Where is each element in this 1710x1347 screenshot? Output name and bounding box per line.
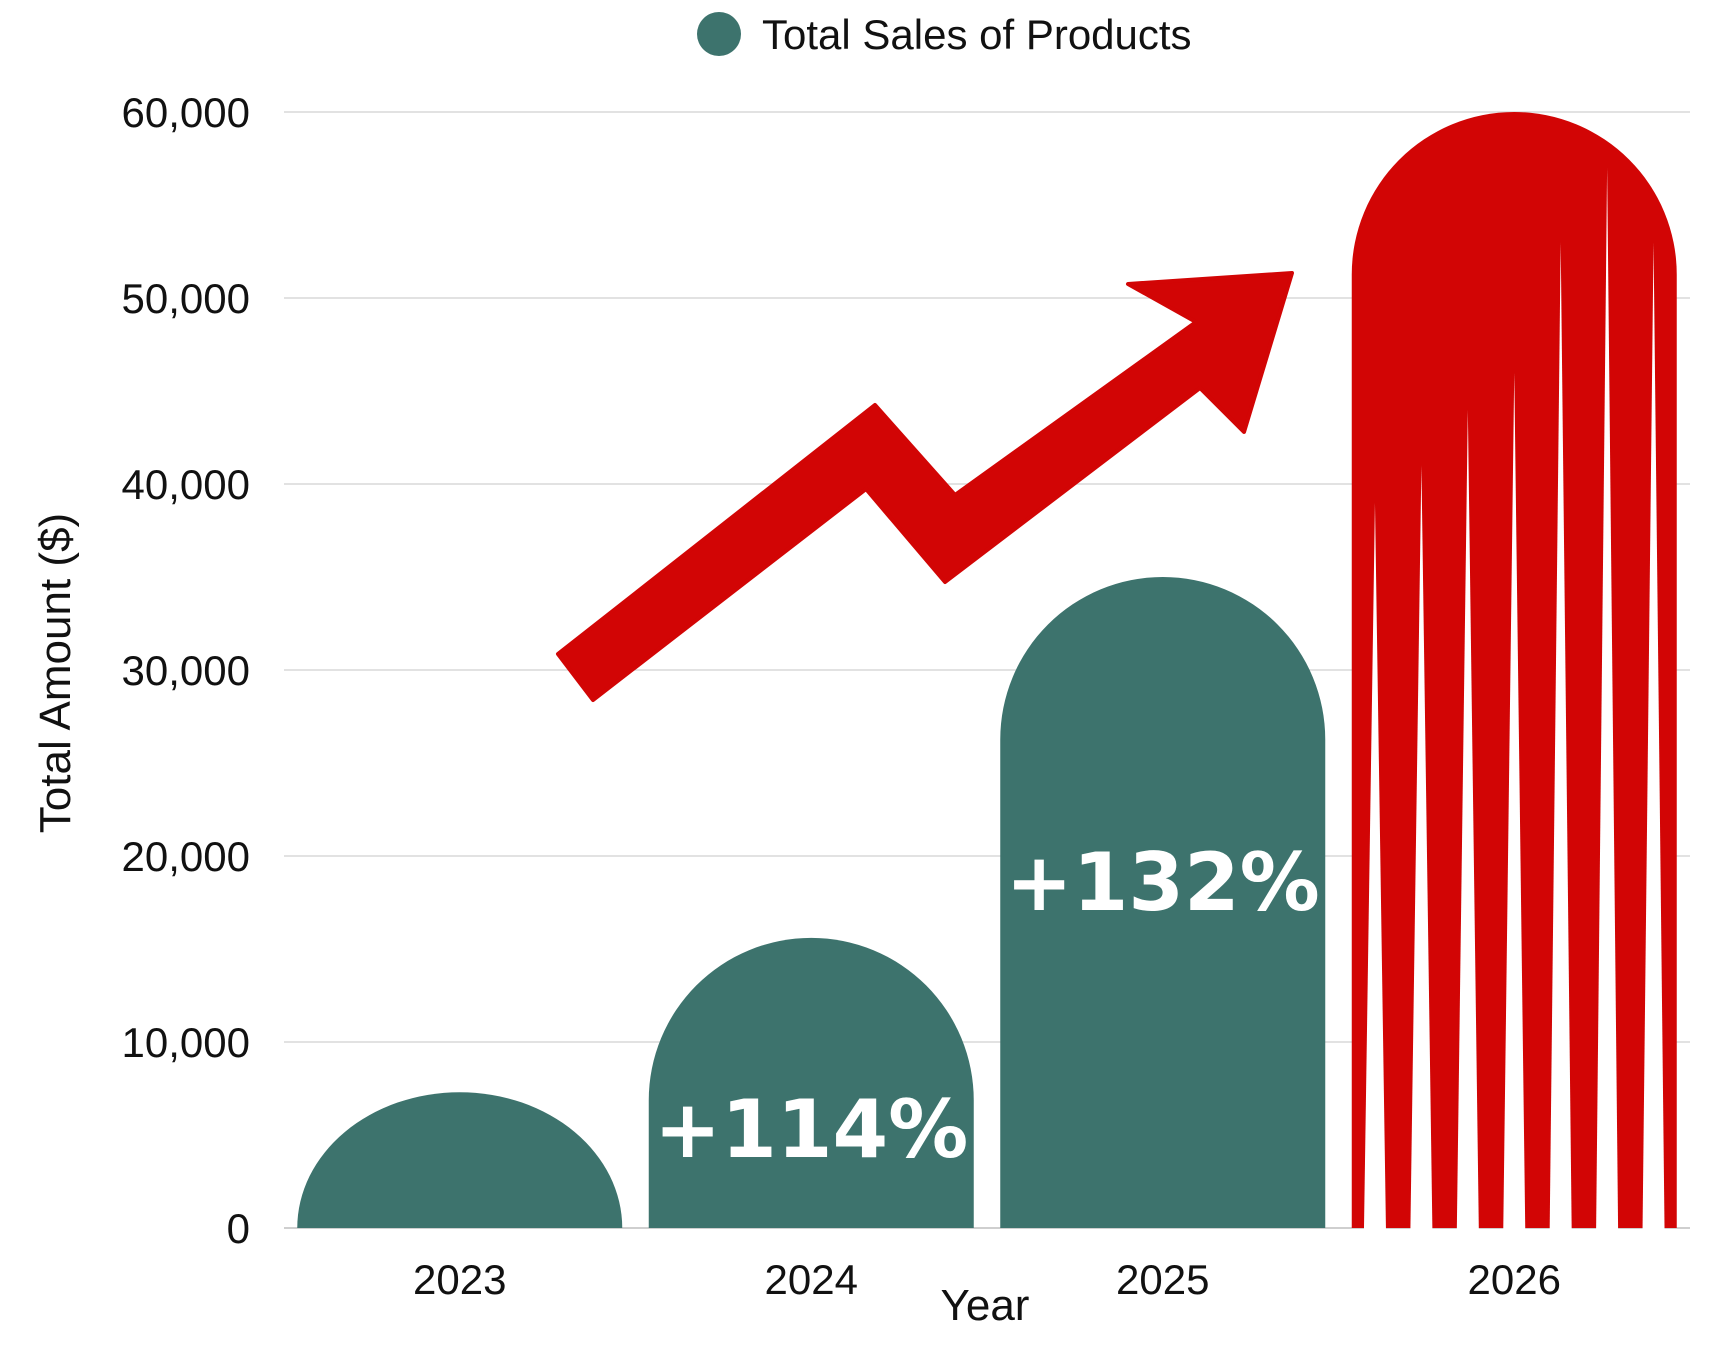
legend: Total Sales of Products: [697, 11, 1192, 58]
percent-label-2024: +114%: [654, 1083, 968, 1176]
bar-notch: [1410, 465, 1433, 1230]
bar-notch: [1642, 242, 1665, 1230]
legend-label: Total Sales of Products: [762, 11, 1192, 58]
y-axis-title: Total Amount ($): [31, 513, 80, 833]
x-axis-title: Year: [941, 1281, 1030, 1330]
trend-arrow-icon: [556, 271, 1294, 702]
y-tick-label: 30,000: [122, 647, 250, 694]
percent-annotations: +114% +132%: [654, 836, 1320, 1176]
x-tick-label: 2026: [1468, 1256, 1561, 1303]
y-tick-label: 40,000: [122, 461, 250, 508]
x-axis-ticks: 2023 2024 2025 2026: [413, 1256, 1561, 1303]
bar-notch: [1363, 502, 1386, 1231]
bar-notch: [1456, 409, 1479, 1231]
legend-marker: [697, 12, 741, 56]
x-tick-label: 2025: [1116, 1256, 1209, 1303]
y-tick-label: 20,000: [122, 833, 250, 880]
x-tick-label: 2023: [413, 1256, 506, 1303]
y-tick-label: 60,000: [122, 89, 250, 136]
bar-2023: [297, 1092, 623, 1228]
y-tick-label: 10,000: [122, 1019, 250, 1066]
bar-notch: [1596, 167, 1619, 1230]
y-tick-label: 50,000: [122, 275, 250, 322]
bars: [297, 112, 1677, 1231]
y-tick-label: 0: [227, 1205, 250, 1252]
bar-notch: [1503, 372, 1526, 1230]
bar-notch: [1549, 242, 1572, 1230]
bar-2025: [1000, 577, 1326, 1228]
percent-label-2025: +132%: [1006, 836, 1320, 929]
y-axis-ticks: 0 10,000 20,000 30,000 40,000 50,000 60,000: [122, 89, 250, 1252]
x-tick-label: 2024: [765, 1256, 858, 1303]
bar-2024: [648, 937, 974, 1228]
